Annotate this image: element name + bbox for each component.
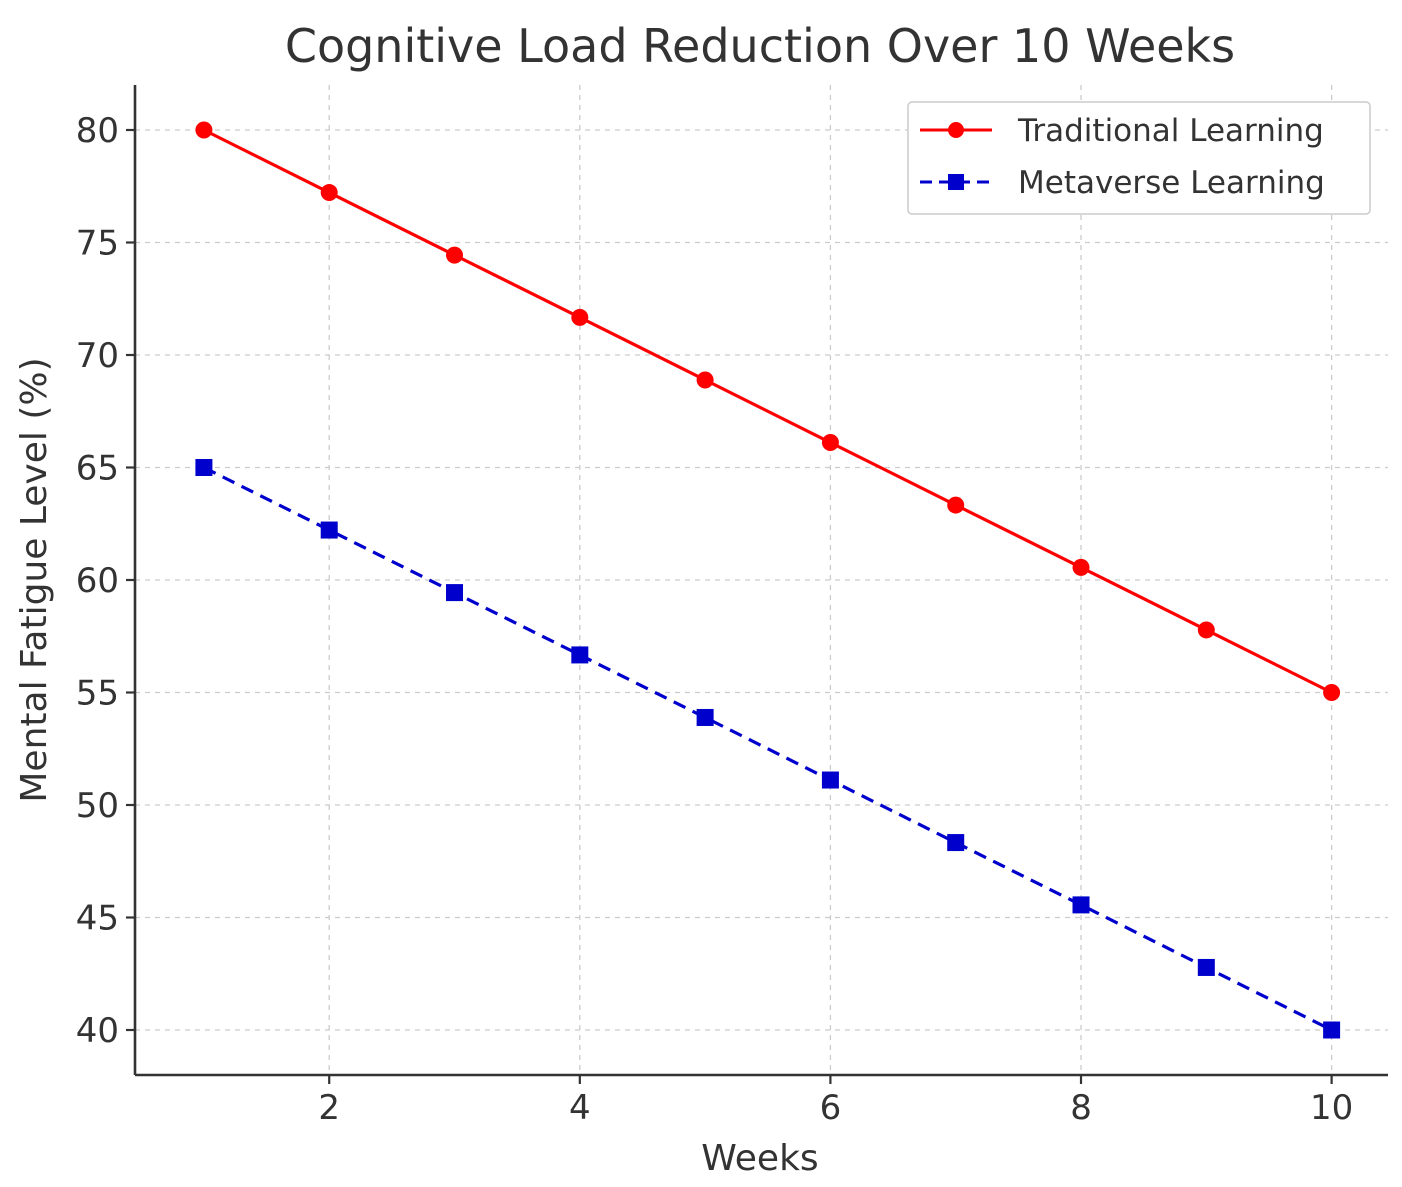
data-point-traditional-learning-2	[320, 184, 338, 202]
series-metaverse-learning	[195, 459, 1341, 1039]
series-line-metaverse-learning	[203, 466, 1333, 1032]
legend-marker-metaverse	[948, 174, 964, 190]
y-tick-label-55: 55	[76, 674, 119, 714]
y-tick-label-65: 65	[76, 449, 119, 489]
data-point-metaverse-learning-3	[446, 584, 464, 602]
y-tick-label-80: 80	[76, 111, 119, 151]
ticks: 2 4 6 8 10 40 45 50 55 60 65 70 75 80	[76, 111, 1354, 1128]
y-tick-label-40: 40	[76, 1011, 119, 1051]
data-point-metaverse-learning-4	[571, 646, 589, 664]
legend-box	[907, 101, 1371, 215]
series	[195, 121, 1341, 1039]
y-tick-label-70: 70	[76, 336, 119, 376]
data-point-traditional-learning-10	[1323, 684, 1341, 701]
x-axis-label: Weeks	[701, 1138, 818, 1179]
legend-label-traditional: Traditional Learning	[1017, 113, 1324, 149]
data-point-traditional-learning-4	[571, 308, 589, 326]
legend-marker-traditional	[948, 122, 964, 138]
x-tick-label-10: 10	[1310, 1088, 1353, 1128]
data-point-metaverse-learning-2	[320, 521, 338, 539]
data-point-metaverse-learning-8	[1072, 896, 1090, 914]
data-point-metaverse-learning-6	[821, 771, 839, 789]
legend-label-metaverse: Metaverse Learning	[1018, 165, 1325, 201]
data-point-metaverse-learning-10	[1323, 1021, 1341, 1039]
y-tick-label-75: 75	[76, 224, 119, 264]
legend: Traditional Learning Metaverse Learning	[907, 101, 1371, 215]
x-tick-label-8: 8	[1070, 1088, 1092, 1128]
data-point-metaverse-learning-5	[696, 708, 714, 726]
chart-title: Cognitive Load Reduction Over 10 Weeks	[285, 19, 1235, 73]
data-point-traditional-learning-1	[195, 121, 213, 139]
y-tick-label-50: 50	[76, 786, 119, 826]
series-traditional-learning	[195, 121, 1341, 701]
y-tick-label-45: 45	[76, 899, 119, 939]
data-point-traditional-learning-7	[947, 496, 965, 514]
y-tick-label-60: 60	[76, 561, 119, 601]
data-point-metaverse-learning-9	[1197, 958, 1215, 976]
data-point-traditional-learning-6	[821, 434, 839, 452]
x-tick-label-4: 4	[569, 1088, 591, 1128]
data-point-traditional-learning-3	[446, 246, 464, 264]
data-point-traditional-learning-8	[1072, 558, 1090, 576]
series-line-traditional-learning	[203, 128, 1333, 694]
x-tick-label-6: 6	[820, 1088, 842, 1128]
data-point-metaverse-learning-7	[947, 834, 965, 852]
x-tick-label-2: 2	[318, 1088, 340, 1128]
data-point-traditional-learning-5	[696, 371, 714, 389]
data-point-metaverse-learning-1	[195, 459, 213, 476]
y-axis-label: Mental Fatigue Level (%)	[14, 357, 55, 802]
data-point-traditional-learning-9	[1197, 621, 1215, 639]
